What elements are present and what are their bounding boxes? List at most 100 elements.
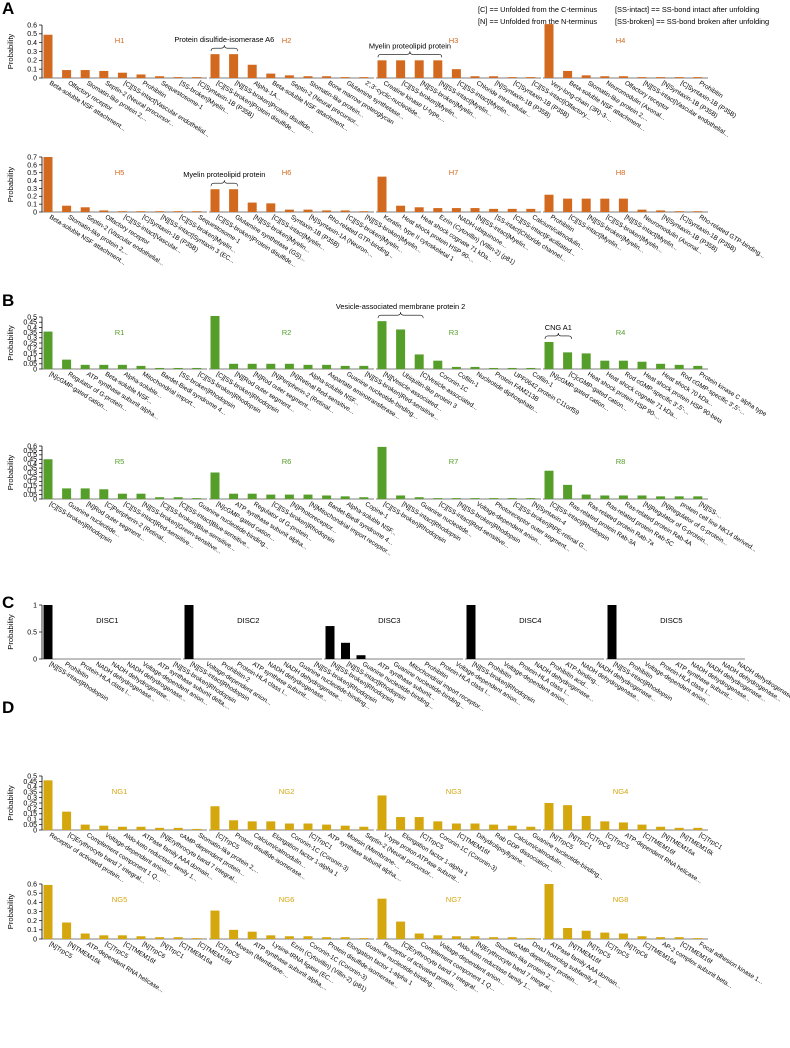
bar — [489, 367, 499, 369]
x-tick-label: AP-2 complex subunit beta... — [661, 941, 734, 990]
y-tick-label: 0.25 — [23, 800, 37, 807]
bar — [637, 77, 647, 78]
annotation: Protein disulfide-isomerase A6 — [174, 35, 274, 52]
bar — [526, 367, 536, 369]
y-tick-label: 0.7 — [27, 154, 37, 161]
bar — [99, 70, 109, 78]
bar — [303, 76, 313, 78]
bar — [247, 64, 257, 78]
bar — [433, 935, 443, 939]
bar — [674, 827, 684, 830]
bar — [414, 497, 424, 499]
bar — [637, 361, 647, 369]
bar — [451, 498, 461, 499]
annotation-label: Myelin proteolipid protein — [369, 41, 451, 50]
bar — [433, 360, 443, 369]
bar — [247, 202, 257, 212]
bar — [43, 884, 53, 939]
y-tick-label: 0.4 — [27, 40, 37, 47]
bar — [173, 937, 183, 939]
bar — [618, 495, 628, 499]
bar — [637, 936, 647, 939]
bar — [581, 815, 591, 830]
y-axis-label: Probability — [6, 325, 15, 361]
chart-title: NG2 — [279, 787, 295, 796]
bar — [99, 210, 109, 212]
panel-label-A: A — [2, 0, 14, 18]
bar — [544, 884, 554, 939]
bar — [247, 821, 257, 830]
bar — [377, 898, 387, 939]
legend-ss-broken: [SS-broken] == SS-bond broken after unfo… — [615, 17, 769, 26]
chart-title: H2 — [282, 36, 292, 45]
panel-label-D: D — [2, 698, 14, 717]
bar — [43, 34, 53, 78]
bar — [43, 459, 53, 499]
annotation-label: Vesicle-associated membrane protein 2 — [336, 302, 465, 311]
bar — [173, 367, 183, 369]
y-tick-label: 0.45 — [23, 457, 37, 464]
y-tick-label: 0.45 — [23, 779, 37, 786]
bar — [618, 76, 628, 78]
bar — [173, 827, 183, 830]
bar — [247, 363, 257, 369]
y-tick-label: 0.3 — [27, 49, 37, 56]
chart-title: R3 — [449, 328, 459, 337]
bar — [544, 803, 554, 830]
bar — [674, 364, 684, 369]
bar — [284, 936, 294, 939]
bar — [563, 928, 573, 939]
bar — [80, 824, 90, 830]
bar — [303, 209, 313, 212]
chart-title: H6 — [282, 168, 292, 177]
bar — [173, 211, 183, 212]
bar — [377, 176, 387, 212]
bar — [229, 363, 239, 369]
bar — [544, 470, 554, 499]
bar — [396, 921, 406, 939]
bar — [322, 495, 332, 499]
bar — [414, 933, 424, 939]
bar — [155, 76, 165, 78]
chart-title: H5 — [115, 168, 125, 177]
bar — [693, 77, 703, 78]
bar — [414, 354, 424, 369]
bar — [674, 211, 684, 212]
bar — [210, 472, 220, 499]
bar — [322, 210, 332, 212]
annotation-bracket — [377, 312, 424, 319]
chart-title: NG1 — [112, 787, 128, 796]
bar — [618, 822, 628, 830]
chart-title: R4 — [616, 328, 626, 337]
y-tick-label: 0.2 — [27, 918, 37, 925]
bar — [618, 198, 628, 212]
chart-ng4: NG4[N]TrpC5[N]TrpC1[C]TrpC6[C]TrpC5ATP-d… — [543, 787, 724, 885]
bar — [80, 70, 90, 78]
bar — [43, 331, 53, 369]
annotation-bracket — [210, 180, 238, 187]
y-tick-label: 0 — [33, 366, 37, 373]
bar — [136, 74, 146, 78]
bar — [266, 203, 276, 212]
bar — [377, 446, 387, 499]
bar — [340, 937, 350, 939]
bar — [581, 353, 591, 369]
chart-title: NG5 — [112, 895, 128, 904]
bar — [470, 366, 480, 369]
bar — [284, 209, 294, 212]
y-tick-label: 0.1 — [27, 817, 37, 824]
bar — [117, 493, 127, 499]
y-tick-label: 0.05 — [23, 822, 37, 829]
y-tick-label: 0 — [33, 209, 37, 216]
bar — [544, 341, 554, 369]
bar — [563, 484, 573, 499]
bar — [563, 70, 573, 78]
bar — [600, 76, 610, 78]
bar — [507, 77, 517, 78]
bar — [507, 825, 517, 830]
bar — [303, 823, 313, 830]
bar — [322, 364, 332, 369]
bar — [451, 366, 461, 369]
